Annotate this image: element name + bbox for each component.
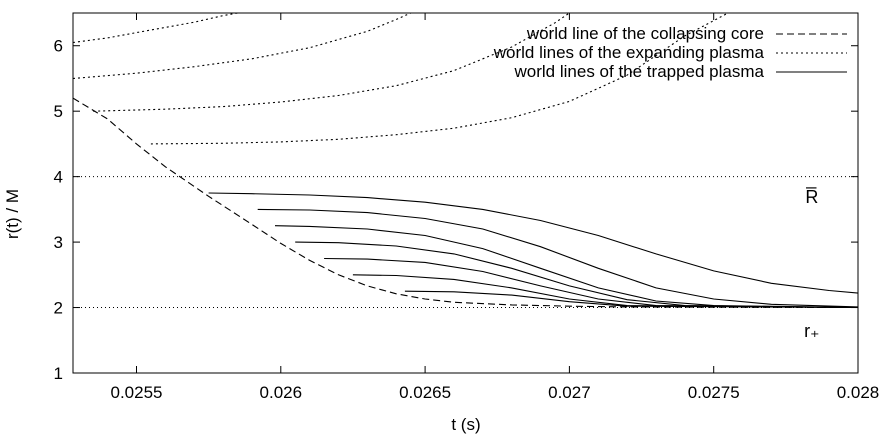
series-line-5	[150, 13, 729, 145]
series-line-12	[404, 290, 858, 309]
x-tick-label: 0.0255	[110, 383, 162, 402]
series-layer	[73, 13, 858, 309]
series-line-4	[93, 13, 570, 112]
x-tick-label: 0.0275	[688, 383, 740, 402]
series-line-1	[73, 97, 858, 309]
x-tick-label: 0.0265	[399, 383, 451, 402]
y-tick-label: 2	[54, 299, 63, 318]
x-tick-label: 0.028	[837, 383, 880, 402]
y-tick-label: 3	[54, 233, 63, 252]
y-tick-label: 4	[54, 168, 63, 187]
legend-label: world line of the collapsing core	[526, 24, 764, 43]
plot-frame	[72, 12, 859, 374]
reference-line-label: R̅	[805, 187, 818, 207]
annotations: R̅ r₊	[804, 187, 820, 341]
x-tick-label: 0.026	[260, 383, 303, 402]
series-line-8	[274, 225, 858, 309]
y-tick-label: 6	[54, 37, 63, 56]
x-tick-label: 0.027	[548, 383, 591, 402]
series-line-3	[73, 13, 411, 80]
reference-line-label: r₊	[804, 321, 820, 341]
series-line-11	[352, 274, 858, 309]
series-line-7	[257, 208, 858, 308]
y-tick-label: 1	[54, 364, 63, 383]
series-line-2	[73, 13, 238, 44]
x-axis-label: t (s)	[451, 415, 480, 434]
legend-label: world lines of the expanding plasma	[493, 43, 765, 62]
axis-ticks: 0.0255 0.026 0.0265 0.027 0.0275 0.028 1 2 3 4 5 6	[54, 13, 880, 402]
y-tick-label: 5	[54, 102, 63, 121]
reference-lines	[73, 176, 858, 309]
series-line-6	[208, 192, 858, 294]
series-line-10	[324, 257, 858, 309]
series-line-9	[295, 241, 858, 309]
y-axis-label: r(t) / M	[3, 189, 22, 239]
legend-label: world lines of the trapped plasma	[514, 62, 765, 81]
